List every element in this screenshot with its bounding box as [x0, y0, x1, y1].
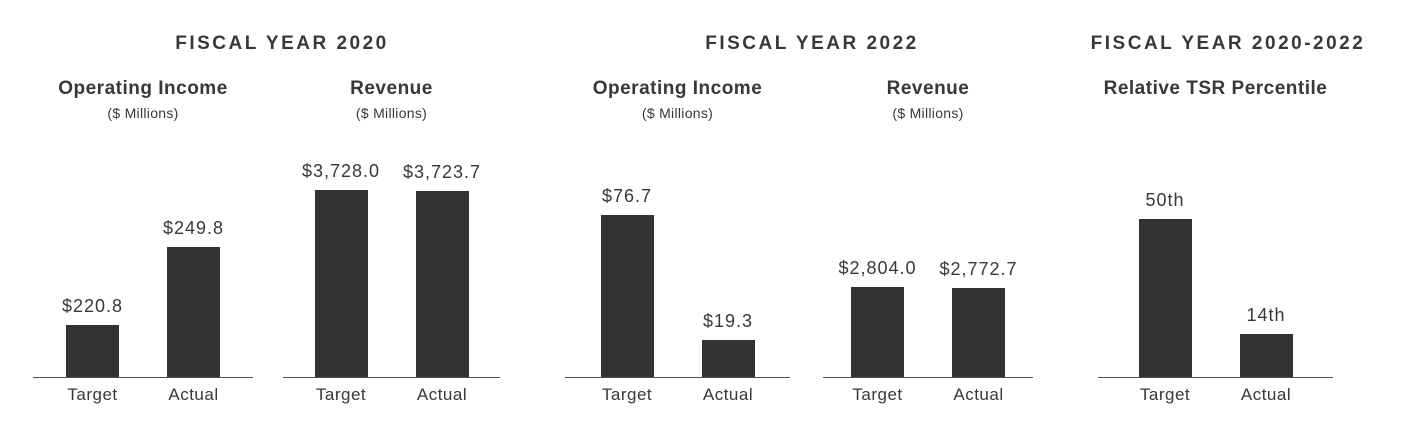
category-label-actual: Actual — [168, 385, 219, 404]
bar-group-actual: $249.8 — [163, 218, 223, 377]
category-label-actual: Actual — [1240, 385, 1292, 404]
bar-value-label: $220.8 — [61, 296, 124, 316]
actual-bar — [952, 288, 1005, 377]
bar-group-target: $2,804.0 — [838, 258, 916, 377]
bar-group-target: $220.8 — [62, 296, 122, 377]
category-labels: Target Actual — [1098, 378, 1333, 405]
bar-group-actual: $2,772.7 — [939, 259, 1017, 377]
category-label-target: Target — [1139, 385, 1191, 404]
category-label-target: Target — [852, 385, 903, 404]
plot-area: $76.7 $19.3 — [565, 130, 790, 378]
actual-bar — [415, 191, 469, 377]
bar-value-label: 50th — [1145, 190, 1185, 210]
chart-fy2022-operating-income: Operating Income ($ Millions) $76.7 $19.… — [565, 78, 790, 405]
chart-subtitle — [1098, 104, 1333, 130]
bar-value-label: $2,804.0 — [838, 258, 917, 278]
category-label-actual: Actual — [702, 385, 754, 404]
actual-bar — [1239, 334, 1293, 377]
plot-area: $220.8 $249.8 — [33, 130, 253, 378]
bar-value-label: $2,772.7 — [939, 259, 1018, 279]
actual-bar — [167, 247, 220, 377]
category-labels: Target Actual — [283, 378, 500, 405]
bar-value-label: $19.3 — [702, 311, 754, 331]
plot-area: 50th 14th — [1098, 130, 1333, 378]
chart-fy2020-operating-income: Operating Income ($ Millions) $220.8 $24… — [33, 78, 253, 405]
chart-subtitle: ($ Millions) — [355, 105, 428, 121]
bar-group-actual: $3,723.7 — [403, 162, 480, 377]
group-header-fiscal-year-2020: FISCAL YEAR 2020 — [175, 33, 389, 54]
category-label-target: Target — [67, 385, 118, 404]
target-bar — [851, 287, 904, 377]
category-labels: Target Actual — [823, 378, 1033, 405]
bar-group-target: $3,728.0 — [302, 161, 379, 377]
chart-title: Relative TSR Percentile — [1103, 78, 1328, 99]
chart-subtitle: ($ Millions) — [107, 105, 179, 121]
actual-bar — [701, 340, 755, 377]
chart-subtitle: ($ Millions) — [641, 105, 714, 121]
chart-title: Operating Income — [592, 78, 763, 99]
category-label-target: Target — [315, 385, 367, 404]
target-bar — [600, 215, 654, 377]
target-bar — [66, 325, 119, 377]
chart-subtitle: ($ Millions) — [892, 105, 964, 121]
bar-value-label: $76.7 — [601, 186, 653, 206]
bar-value-label: $3,728.0 — [301, 161, 381, 181]
group-header-fiscal-year-2020-2022: FISCAL YEAR 2020-2022 — [1090, 33, 1366, 54]
chart-fy2022-revenue: Revenue ($ Millions) $2,804.0 $2,772.7 T… — [823, 78, 1033, 405]
bar-group-actual: $19.3 — [701, 311, 755, 377]
category-label-actual: Actual — [416, 385, 468, 404]
category-label-target: Target — [601, 385, 653, 404]
bar-value-label: $249.8 — [162, 218, 225, 238]
chart-title: Revenue — [886, 78, 970, 99]
target-bar — [1138, 219, 1192, 377]
bar-value-label: 14th — [1246, 305, 1286, 325]
bar-group-actual: 14th — [1239, 305, 1293, 377]
plot-area: $3,728.0 $3,723.7 — [283, 130, 500, 378]
target-bar — [314, 190, 368, 377]
chart-title: Revenue — [350, 78, 433, 99]
bar-group-target: $76.7 — [600, 186, 654, 377]
chart-title: Operating Income — [58, 78, 228, 99]
chart-fy2020-revenue: Revenue ($ Millions) $3,728.0 $3,723.7 T… — [283, 78, 500, 405]
category-labels: Target Actual — [565, 378, 790, 405]
category-label-actual: Actual — [953, 385, 1004, 404]
group-header-fiscal-year-2022: FISCAL YEAR 2022 — [705, 33, 919, 54]
plot-area: $2,804.0 $2,772.7 — [823, 130, 1033, 378]
bar-value-label: $3,723.7 — [402, 162, 482, 182]
category-labels: Target Actual — [33, 378, 253, 405]
chart-relative-tsr-percentile: Relative TSR Percentile 50th 14th Target… — [1098, 78, 1333, 405]
bar-group-target: 50th — [1138, 190, 1192, 377]
